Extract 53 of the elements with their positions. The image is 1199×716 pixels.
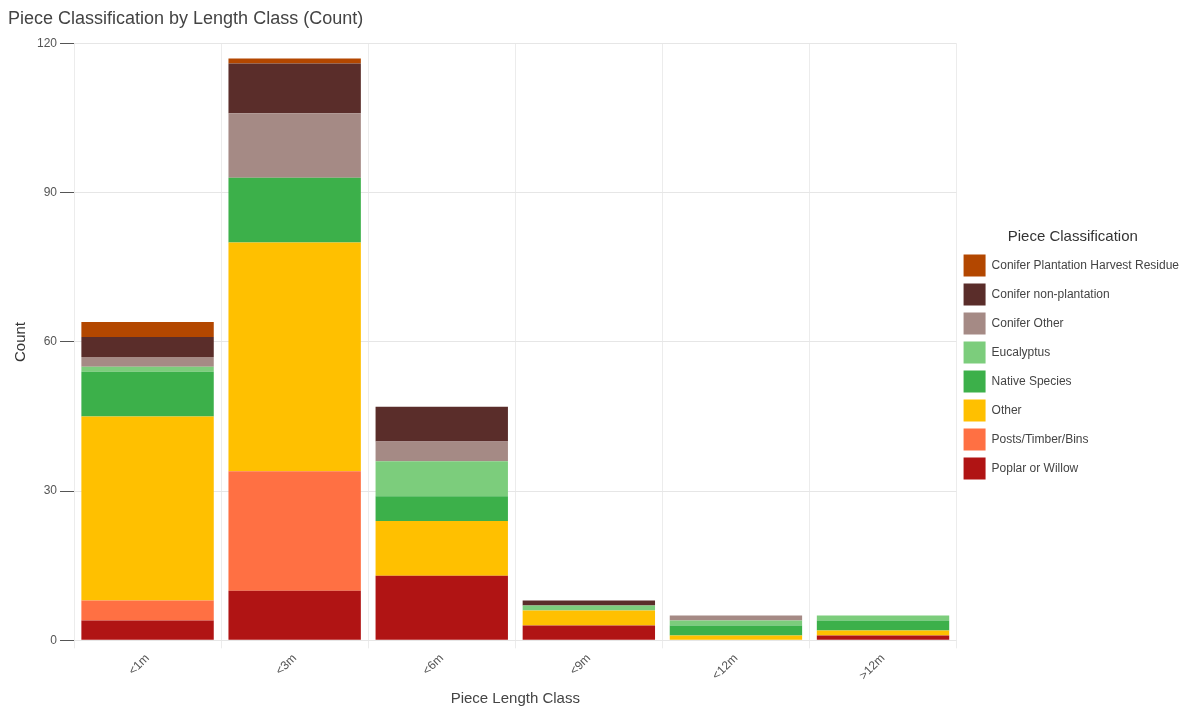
- legend-label: Conifer Other: [991, 315, 1064, 330]
- bar: [228, 63, 361, 114]
- bar: [81, 600, 214, 621]
- bar: [669, 625, 803, 636]
- bar: [228, 177, 361, 243]
- bar: [522, 605, 656, 611]
- bar: [81, 371, 214, 417]
- legend-label: Native Species: [991, 373, 1072, 388]
- bar: [375, 406, 508, 442]
- x-tick-label: <3m: [272, 651, 300, 678]
- bar: [81, 337, 214, 357]
- bar: [375, 461, 508, 497]
- x-tick-label: <6m: [419, 651, 447, 678]
- y-tick-label: 120: [36, 35, 58, 50]
- bar: [669, 615, 803, 621]
- y-tick-label: 0: [50, 632, 58, 647]
- x-axis-title: Piece Length Class: [450, 689, 580, 707]
- bar: [816, 615, 950, 621]
- bar: [816, 635, 950, 640]
- bar: [669, 635, 803, 640]
- bar: [816, 630, 950, 636]
- bar: [81, 322, 214, 338]
- x-tick-label: <1m: [125, 651, 153, 678]
- legend-label: Poplar or Willow: [991, 460, 1079, 475]
- legend-title: Piece Classification: [1007, 227, 1138, 245]
- bar: [228, 590, 361, 640]
- bar: [81, 620, 214, 640]
- chart-title: Piece Classification by Length Class (Count): [8, 7, 364, 28]
- y-tick-label: 60: [43, 334, 58, 349]
- bar: [375, 496, 508, 522]
- bar: [375, 521, 508, 576]
- y-tick-label: 90: [43, 185, 58, 200]
- bar: [228, 242, 361, 472]
- bar: [375, 441, 508, 462]
- legend-label: Other: [991, 402, 1022, 417]
- bar: [228, 471, 361, 591]
- bar: [522, 625, 656, 640]
- legend-label: Conifer non-plantation: [991, 286, 1110, 301]
- bar: [228, 113, 361, 178]
- bar: [375, 575, 508, 640]
- legend-label: Conifer Plantation Harvest Residue: [991, 257, 1180, 272]
- bar: [81, 366, 214, 372]
- bar: [81, 416, 214, 601]
- legend-label: Posts/Timber/Bins: [991, 431, 1089, 446]
- legend-label: Eucalyptus: [991, 344, 1051, 359]
- x-tick-label: <9m: [566, 651, 594, 678]
- bar: [522, 610, 656, 626]
- y-tick-label: 30: [43, 483, 58, 498]
- bar: [816, 620, 950, 631]
- bar: [522, 600, 656, 606]
- y-axis-title: Count: [11, 321, 29, 362]
- bar: [669, 620, 803, 626]
- bar: [81, 356, 214, 367]
